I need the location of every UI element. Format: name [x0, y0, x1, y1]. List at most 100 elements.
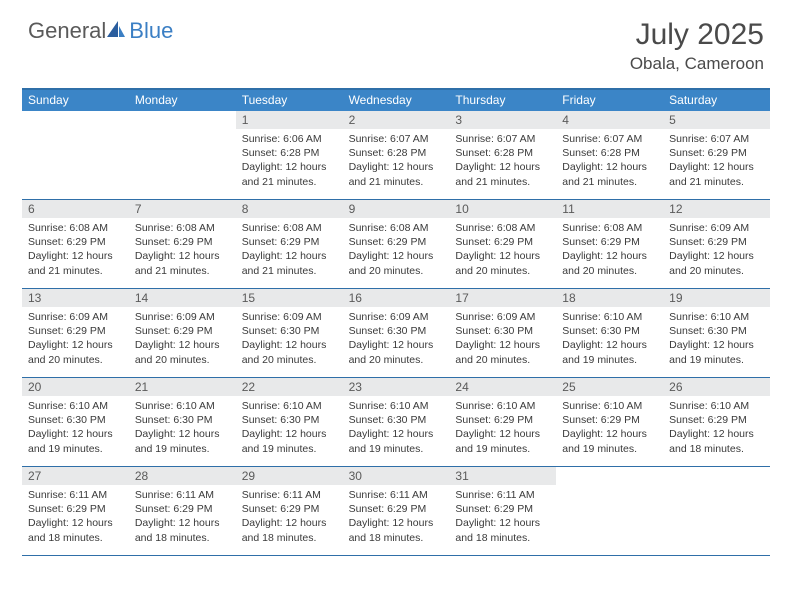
day-number: 10 — [449, 200, 556, 218]
day-cell: . — [663, 467, 770, 555]
sunset-line: Sunset: 6:29 PM — [135, 324, 230, 338]
day-cell: 7Sunrise: 6:08 AMSunset: 6:29 PMDaylight… — [129, 200, 236, 288]
day-number: 22 — [236, 378, 343, 396]
sunset-line: Sunset: 6:30 PM — [135, 413, 230, 427]
day-header: Wednesday — [343, 90, 450, 111]
day-number: 14 — [129, 289, 236, 307]
sunrise-line: Sunrise: 6:07 AM — [349, 132, 444, 146]
sunset-line: Sunset: 6:30 PM — [349, 413, 444, 427]
sunset-line: Sunset: 6:28 PM — [562, 146, 657, 160]
sunset-line: Sunset: 6:30 PM — [28, 413, 123, 427]
day-data: Sunrise: 6:10 AMSunset: 6:30 PMDaylight:… — [129, 396, 236, 460]
day-number: 13 — [22, 289, 129, 307]
day-cell: 4Sunrise: 6:07 AMSunset: 6:28 PMDaylight… — [556, 111, 663, 199]
day-data: Sunrise: 6:07 AMSunset: 6:28 PMDaylight:… — [556, 129, 663, 193]
daylight-line: Daylight: 12 hours and 19 minutes. — [455, 427, 550, 455]
day-number: 19 — [663, 289, 770, 307]
sunset-line: Sunset: 6:29 PM — [455, 502, 550, 516]
day-number: 26 — [663, 378, 770, 396]
sunset-line: Sunset: 6:30 PM — [242, 413, 337, 427]
sunrise-line: Sunrise: 6:06 AM — [242, 132, 337, 146]
week-row: 13Sunrise: 6:09 AMSunset: 6:29 PMDayligh… — [22, 289, 770, 378]
day-data: Sunrise: 6:08 AMSunset: 6:29 PMDaylight:… — [236, 218, 343, 282]
sunset-line: Sunset: 6:29 PM — [242, 502, 337, 516]
daylight-line: Daylight: 12 hours and 21 minutes. — [135, 249, 230, 277]
sunset-line: Sunset: 6:29 PM — [242, 235, 337, 249]
daylight-line: Daylight: 12 hours and 20 minutes. — [242, 338, 337, 366]
daylight-line: Daylight: 12 hours and 18 minutes. — [242, 516, 337, 544]
sunset-line: Sunset: 6:30 PM — [242, 324, 337, 338]
day-data: Sunrise: 6:07 AMSunset: 6:29 PMDaylight:… — [663, 129, 770, 193]
day-number: 12 — [663, 200, 770, 218]
day-number: 20 — [22, 378, 129, 396]
day-cell: 16Sunrise: 6:09 AMSunset: 6:30 PMDayligh… — [343, 289, 450, 377]
day-data: Sunrise: 6:06 AMSunset: 6:28 PMDaylight:… — [236, 129, 343, 193]
sunrise-line: Sunrise: 6:08 AM — [28, 221, 123, 235]
sunrise-line: Sunrise: 6:11 AM — [28, 488, 123, 502]
sunrise-line: Sunrise: 6:11 AM — [242, 488, 337, 502]
daylight-line: Daylight: 12 hours and 20 minutes. — [28, 338, 123, 366]
logo-text-blue: Blue — [129, 18, 173, 44]
day-number: 27 — [22, 467, 129, 485]
day-number: 17 — [449, 289, 556, 307]
day-header: Monday — [129, 90, 236, 111]
sunrise-line: Sunrise: 6:10 AM — [669, 310, 764, 324]
day-header: Sunday — [22, 90, 129, 111]
sunrise-line: Sunrise: 6:10 AM — [669, 399, 764, 413]
daylight-line: Daylight: 12 hours and 20 minutes. — [135, 338, 230, 366]
location-label: Obala, Cameroon — [630, 54, 764, 74]
daylight-line: Daylight: 12 hours and 18 minutes. — [349, 516, 444, 544]
day-number: 3 — [449, 111, 556, 129]
daylight-line: Daylight: 12 hours and 19 minutes. — [28, 427, 123, 455]
day-data: Sunrise: 6:10 AMSunset: 6:29 PMDaylight:… — [663, 396, 770, 460]
day-cell: 12Sunrise: 6:09 AMSunset: 6:29 PMDayligh… — [663, 200, 770, 288]
daylight-line: Daylight: 12 hours and 21 minutes. — [28, 249, 123, 277]
day-number: 11 — [556, 200, 663, 218]
sunrise-line: Sunrise: 6:11 AM — [135, 488, 230, 502]
sunset-line: Sunset: 6:30 PM — [562, 324, 657, 338]
day-headers-row: Sunday Monday Tuesday Wednesday Thursday… — [22, 90, 770, 111]
day-data: Sunrise: 6:09 AMSunset: 6:29 PMDaylight:… — [129, 307, 236, 371]
day-cell: 30Sunrise: 6:11 AMSunset: 6:29 PMDayligh… — [343, 467, 450, 555]
day-cell: 25Sunrise: 6:10 AMSunset: 6:29 PMDayligh… — [556, 378, 663, 466]
daylight-line: Daylight: 12 hours and 18 minutes. — [455, 516, 550, 544]
day-cell: 13Sunrise: 6:09 AMSunset: 6:29 PMDayligh… — [22, 289, 129, 377]
day-cell: 21Sunrise: 6:10 AMSunset: 6:30 PMDayligh… — [129, 378, 236, 466]
sunrise-line: Sunrise: 6:10 AM — [242, 399, 337, 413]
sunset-line: Sunset: 6:29 PM — [135, 502, 230, 516]
daylight-line: Daylight: 12 hours and 19 minutes. — [562, 427, 657, 455]
day-cell: 3Sunrise: 6:07 AMSunset: 6:28 PMDaylight… — [449, 111, 556, 199]
day-cell: 14Sunrise: 6:09 AMSunset: 6:29 PMDayligh… — [129, 289, 236, 377]
day-cell: 2Sunrise: 6:07 AMSunset: 6:28 PMDaylight… — [343, 111, 450, 199]
sunrise-line: Sunrise: 6:09 AM — [455, 310, 550, 324]
day-number: 23 — [343, 378, 450, 396]
sunrise-line: Sunrise: 6:09 AM — [135, 310, 230, 324]
day-cell: 27Sunrise: 6:11 AMSunset: 6:29 PMDayligh… — [22, 467, 129, 555]
day-number: 1 — [236, 111, 343, 129]
sunset-line: Sunset: 6:29 PM — [669, 146, 764, 160]
sunrise-line: Sunrise: 6:11 AM — [349, 488, 444, 502]
day-number: 4 — [556, 111, 663, 129]
day-data: Sunrise: 6:10 AMSunset: 6:30 PMDaylight:… — [663, 307, 770, 371]
sunrise-line: Sunrise: 6:07 AM — [455, 132, 550, 146]
day-cell: 17Sunrise: 6:09 AMSunset: 6:30 PMDayligh… — [449, 289, 556, 377]
daylight-line: Daylight: 12 hours and 20 minutes. — [349, 338, 444, 366]
day-data: Sunrise: 6:11 AMSunset: 6:29 PMDaylight:… — [343, 485, 450, 549]
daylight-line: Daylight: 12 hours and 21 minutes. — [242, 249, 337, 277]
day-number: 29 — [236, 467, 343, 485]
week-row: 6Sunrise: 6:08 AMSunset: 6:29 PMDaylight… — [22, 200, 770, 289]
day-number: 18 — [556, 289, 663, 307]
day-number: 6 — [22, 200, 129, 218]
day-data: Sunrise: 6:08 AMSunset: 6:29 PMDaylight:… — [129, 218, 236, 282]
day-cell: . — [22, 111, 129, 199]
day-cell: 10Sunrise: 6:08 AMSunset: 6:29 PMDayligh… — [449, 200, 556, 288]
sunset-line: Sunset: 6:28 PM — [455, 146, 550, 160]
day-data: Sunrise: 6:09 AMSunset: 6:30 PMDaylight:… — [236, 307, 343, 371]
sunrise-line: Sunrise: 6:09 AM — [669, 221, 764, 235]
day-cell: 28Sunrise: 6:11 AMSunset: 6:29 PMDayligh… — [129, 467, 236, 555]
sunset-line: Sunset: 6:29 PM — [28, 502, 123, 516]
sunrise-line: Sunrise: 6:07 AM — [669, 132, 764, 146]
day-data: Sunrise: 6:10 AMSunset: 6:30 PMDaylight:… — [343, 396, 450, 460]
daylight-line: Daylight: 12 hours and 20 minutes. — [562, 249, 657, 277]
day-data: Sunrise: 6:09 AMSunset: 6:30 PMDaylight:… — [449, 307, 556, 371]
